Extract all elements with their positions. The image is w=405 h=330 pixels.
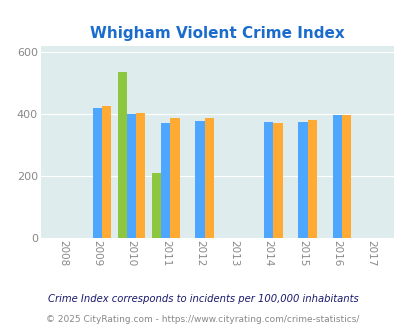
Text: © 2025 CityRating.com - https://www.cityrating.com/crime-statistics/: © 2025 CityRating.com - https://www.city… — [46, 315, 359, 324]
Bar — [161, 123, 170, 238]
Bar — [136, 113, 145, 238]
Bar — [273, 123, 282, 238]
Bar — [341, 115, 350, 238]
Bar — [195, 121, 204, 238]
Title: Whigham Violent Crime Index: Whigham Violent Crime Index — [90, 26, 344, 41]
Text: Crime Index corresponds to incidents per 100,000 inhabitants: Crime Index corresponds to incidents per… — [47, 294, 358, 304]
Bar — [204, 118, 213, 238]
Bar — [92, 108, 102, 238]
Bar — [170, 118, 179, 238]
Bar — [117, 73, 126, 238]
Bar — [126, 114, 136, 238]
Bar — [307, 120, 316, 238]
Bar — [332, 115, 341, 238]
Bar — [102, 106, 111, 238]
Bar — [298, 122, 307, 238]
Bar — [151, 173, 161, 238]
Bar — [263, 122, 273, 238]
